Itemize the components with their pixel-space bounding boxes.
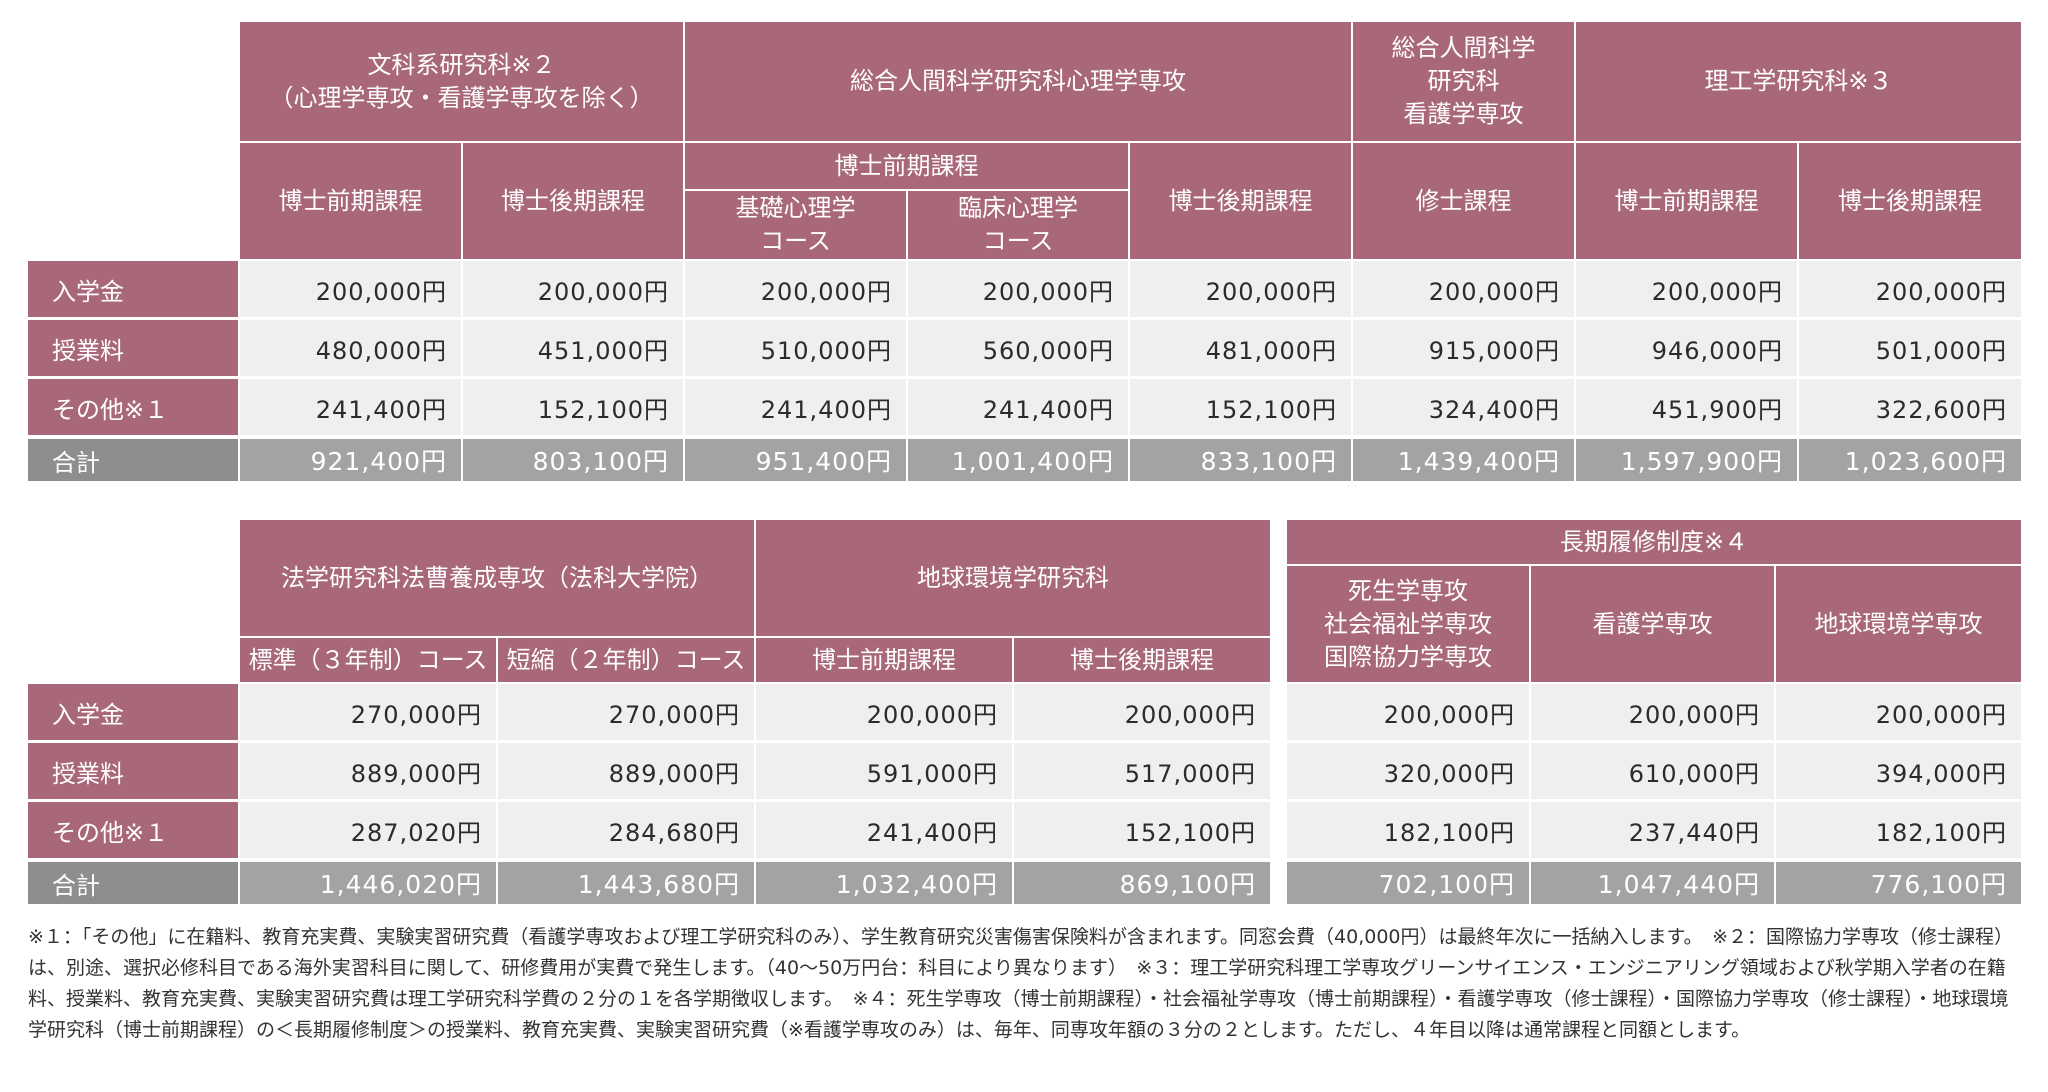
fee-cell: 152,100円	[1130, 379, 1351, 435]
fee-cell: 241,400円	[908, 379, 1128, 435]
total-cell: 1,032,400円	[756, 862, 1012, 904]
total-cell: 1,439,400円	[1353, 439, 1574, 481]
column-header: 修士課程	[1353, 143, 1574, 259]
column-header: 博士後期課程	[1799, 143, 2021, 259]
total-cell: 702,100円	[1287, 862, 1529, 904]
subgroup-header: 博士前期課程	[685, 143, 1128, 189]
fee-cell: 451,000円	[463, 320, 683, 376]
total-cell: 1,597,900円	[1576, 439, 1797, 481]
row-label: その他※１	[28, 379, 238, 435]
fee-cell: 480,000円	[240, 320, 461, 376]
row-label: 入学金	[28, 684, 238, 740]
column-header: 基礎心理学 コース	[685, 191, 906, 259]
fee-cell: 200,000円	[1531, 684, 1774, 740]
total-cell: 1,446,020円	[240, 862, 496, 904]
total-cell: 1,047,440円	[1531, 862, 1774, 904]
fee-cell: 152,100円	[1014, 802, 1270, 858]
fee-cell: 451,900円	[1576, 379, 1797, 435]
fee-cell: 200,000円	[1353, 261, 1574, 317]
row-label: その他※１	[28, 802, 238, 858]
fee-cell: 284,680円	[498, 802, 754, 858]
fee-cell: 560,000円	[908, 320, 1128, 376]
fee-cell: 241,400円	[685, 379, 906, 435]
group-header: 総合人間科学 研究科 看護学専攻	[1353, 22, 1574, 141]
total-cell: 951,400円	[685, 439, 906, 481]
column-header: 博士後期課程	[1014, 638, 1270, 682]
column-header: 標準（３年制）コース	[240, 638, 496, 682]
total-cell: 776,100円	[1776, 862, 2021, 904]
fee-cell: 200,000円	[463, 261, 683, 317]
fee-cell: 946,000円	[1576, 320, 1797, 376]
column-header: 博士後期課程	[1130, 143, 1351, 259]
fee-cell: 200,000円	[1130, 261, 1351, 317]
column-header: 博士後期課程	[463, 143, 683, 259]
column-header: 死生学専攻 社会福祉学専攻 国際協力学専攻	[1287, 566, 1529, 682]
group-header: 総合人間科学研究科心理学専攻	[685, 22, 1351, 141]
total-cell: 803,100円	[463, 439, 683, 481]
total-cell: 921,400円	[240, 439, 461, 481]
group-header: 地球環境学研究科	[756, 520, 1270, 636]
total-label: 合計	[28, 439, 238, 481]
fee-cell: 510,000円	[685, 320, 906, 376]
fee-cell: 200,000円	[908, 261, 1128, 317]
group-header: 文科系研究科※２ （心理学専攻・看護学専攻を除く）	[240, 22, 683, 141]
column-header: 博士前期課程	[240, 143, 461, 259]
column-header: 臨床心理学 コース	[908, 191, 1128, 259]
fee-cell: 200,000円	[1776, 684, 2021, 740]
column-header: 短縮（２年制）コース	[498, 638, 754, 682]
fee-cell: 320,000円	[1287, 743, 1529, 799]
fee-cell: 610,000円	[1531, 743, 1774, 799]
total-label: 合計	[28, 862, 238, 904]
fee-cell: 237,440円	[1531, 802, 1774, 858]
total-cell: 869,100円	[1014, 862, 1270, 904]
fee-cell: 270,000円	[498, 684, 754, 740]
footnotes: ※１：「その他」に在籍料、教育充実費、実験実習研究費（看護学専攻および理工学研究…	[28, 926, 2014, 1041]
column-header: 看護学専攻	[1531, 566, 1774, 682]
fee-cell: 182,100円	[1776, 802, 2021, 858]
total-cell: 1,443,680円	[498, 862, 754, 904]
fee-cell: 200,000円	[756, 684, 1012, 740]
fee-cell: 501,000円	[1799, 320, 2021, 376]
fee-cell: 394,000円	[1776, 743, 2021, 799]
fee-cell: 200,000円	[240, 261, 461, 317]
fee-cell: 889,000円	[240, 743, 496, 799]
group-header: 理工学研究科※３	[1576, 22, 2021, 141]
fee-cell: 200,000円	[1576, 261, 1797, 317]
total-cell: 833,100円	[1130, 439, 1351, 481]
group-header: 法学研究科法曹養成専攻（法科大学院）	[240, 520, 754, 636]
fee-cell: 287,020円	[240, 802, 496, 858]
row-label: 授業料	[28, 743, 238, 799]
fee-cell: 241,400円	[756, 802, 1012, 858]
fee-cell: 152,100円	[463, 379, 683, 435]
fee-cell: 915,000円	[1353, 320, 1574, 376]
column-header: 博士前期課程	[756, 638, 1012, 682]
fee-cell: 200,000円	[1287, 684, 1529, 740]
fee-cell: 889,000円	[498, 743, 754, 799]
fee-cell: 241,400円	[240, 379, 461, 435]
row-label: 入学金	[28, 261, 238, 317]
fee-cell: 200,000円	[1014, 684, 1270, 740]
fee-cell: 322,600円	[1799, 379, 2021, 435]
group-header: 長期履修制度※４	[1287, 520, 2021, 564]
fee-cell: 517,000円	[1014, 743, 1270, 799]
fee-cell: 182,100円	[1287, 802, 1529, 858]
fee-cell: 270,000円	[240, 684, 496, 740]
total-cell: 1,001,400円	[908, 439, 1128, 481]
column-header: 博士前期課程	[1576, 143, 1797, 259]
fee-cell: 591,000円	[756, 743, 1012, 799]
fee-cell: 200,000円	[685, 261, 906, 317]
fee-cell: 324,400円	[1353, 379, 1574, 435]
fee-cell: 200,000円	[1799, 261, 2021, 317]
column-header: 地球環境学専攻	[1776, 566, 2021, 682]
total-cell: 1,023,600円	[1799, 439, 2021, 481]
row-label: 授業料	[28, 320, 238, 376]
fee-cell: 481,000円	[1130, 320, 1351, 376]
